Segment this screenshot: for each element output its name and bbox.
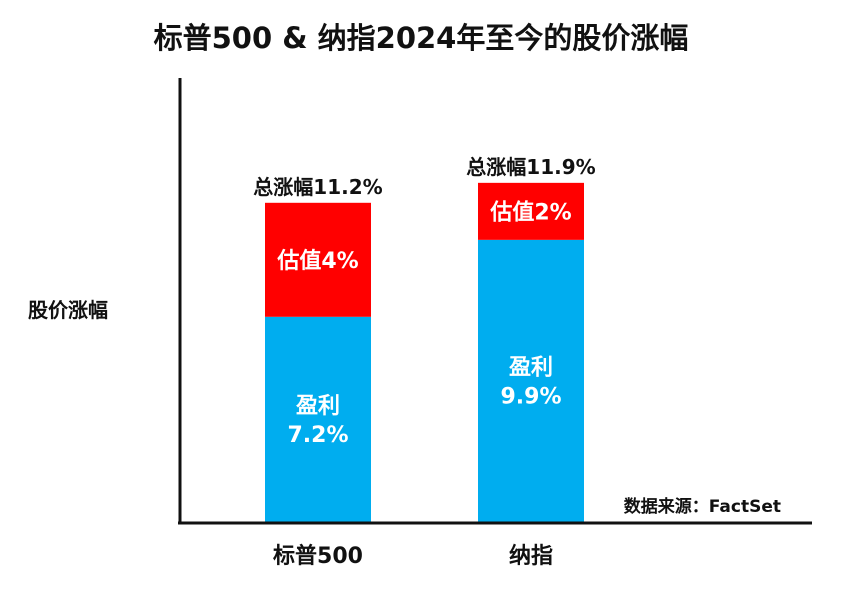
source-note: 数据来源：FactSet (624, 496, 781, 517)
bar-segment-label: 盈利 (508, 355, 553, 380)
bar-segment-label: 估值2% (489, 199, 571, 225)
x-tick-label: 纳指 (509, 543, 553, 569)
bar-segment-earnings (478, 239, 584, 522)
bars-group: 盈利 7.2% 估值4% 总涨幅11.2% 标普500 盈利 9.9% 估值2% 总涨幅11.9… (253, 155, 595, 569)
bar-segment-label: 9.9% (500, 384, 561, 409)
bar-segment-label: 7.2% (287, 423, 348, 448)
bar-total-label: 总涨幅11.9% (466, 155, 595, 179)
y-axis-label: 股价涨幅 (28, 298, 108, 322)
bar-total-label: 总涨幅11.2% (253, 175, 382, 199)
bar-segment-label: 盈利 (295, 394, 340, 419)
bar-segment-label: 估值4% (276, 248, 358, 274)
x-tick-label: 标普500 (273, 543, 363, 569)
bar-segment-earnings (265, 316, 371, 522)
bar-segment-valuation (265, 202, 371, 317)
bar-segment-valuation (478, 182, 584, 240)
chart-title: 标普500 & 纳指2024年至今的股价涨幅 (154, 21, 689, 55)
